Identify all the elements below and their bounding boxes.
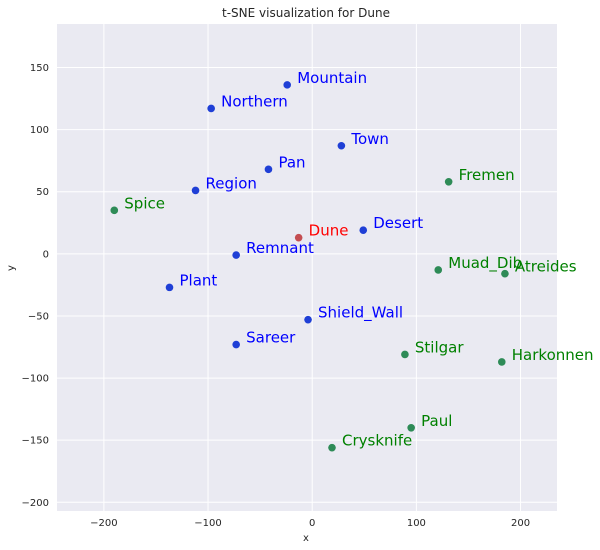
point-label-dune: Dune: [309, 222, 349, 240]
point-region: [191, 186, 200, 195]
point-label-remnant: Remnant: [246, 239, 314, 257]
y-tick-label: 100: [30, 125, 49, 136]
x-tick-label: −100: [194, 518, 221, 529]
point-paul: [407, 423, 415, 432]
point-label-northern: Northern: [221, 92, 288, 110]
point-spice: [110, 206, 119, 215]
y-tick-label: 150: [30, 63, 49, 74]
point-sareer: [232, 340, 240, 349]
point-label-atreides: Atreides: [515, 258, 577, 276]
point-label-shield_wall: Shield_Wall: [318, 304, 403, 323]
y-tick-label: 50: [36, 187, 49, 198]
data-points: Dune Mountain Northern Town Pan Region Desert R…: [110, 69, 594, 452]
point-label-paul: Paul: [421, 412, 452, 430]
x-tick-label: 0: [309, 518, 315, 529]
point-muad_dib: [434, 266, 443, 274]
y-tick-label: −50: [28, 311, 49, 322]
point-atreides: [501, 269, 509, 278]
point-harkonnen: [497, 358, 506, 366]
point-label-town: Town: [350, 130, 389, 148]
point-label-desert: Desert: [373, 214, 423, 232]
point-stilgar: [401, 350, 409, 359]
plot-area: [57, 24, 557, 511]
point-label-harkonnen: Harkonnen: [512, 346, 594, 364]
grid-lines: [57, 24, 557, 511]
point-label-stilgar: Stilgar: [415, 338, 464, 356]
point-label-plant: Plant: [180, 271, 218, 289]
point-town: [337, 141, 346, 150]
x-axis-label: x: [303, 533, 309, 544]
x-tick-label: 200: [511, 518, 530, 529]
point-label-muad_dib: Muad_Dib: [448, 254, 522, 273]
point-northern: [207, 104, 215, 113]
point-desert: [359, 226, 368, 235]
point-label-pan: Pan: [278, 153, 305, 171]
point-label-mountain: Mountain: [297, 69, 367, 87]
y-tick-label: −150: [22, 436, 49, 447]
point-fremen: [444, 177, 453, 186]
tick-labels: −200 −100 0 100 200 −200 −150 −100 −50 0 50 100 150: [22, 63, 531, 529]
y-axis-label: y: [6, 265, 17, 271]
point-label-spice: Spice: [124, 194, 165, 212]
y-tick-label: −200: [22, 498, 49, 509]
point-mountain: [283, 81, 292, 89]
point-label-fremen: Fremen: [459, 166, 515, 184]
point-shield_wall: [304, 315, 312, 324]
y-tick-label: 0: [43, 249, 49, 260]
point-remnant: [232, 251, 240, 259]
point-label-sareer: Sareer: [246, 329, 296, 347]
point-label-crysknife: Crysknife: [342, 432, 412, 450]
point-plant: [165, 283, 174, 292]
point-dune: [294, 233, 303, 242]
x-tick-label: −200: [90, 518, 117, 529]
point-crysknife: [328, 443, 336, 452]
point-pan: [264, 165, 273, 174]
chart-title: t-SNE visualization for Dune: [222, 6, 390, 20]
point-label-region: Region: [206, 174, 257, 192]
y-tick-label: −100: [22, 374, 49, 385]
x-tick-label: 100: [407, 518, 426, 529]
